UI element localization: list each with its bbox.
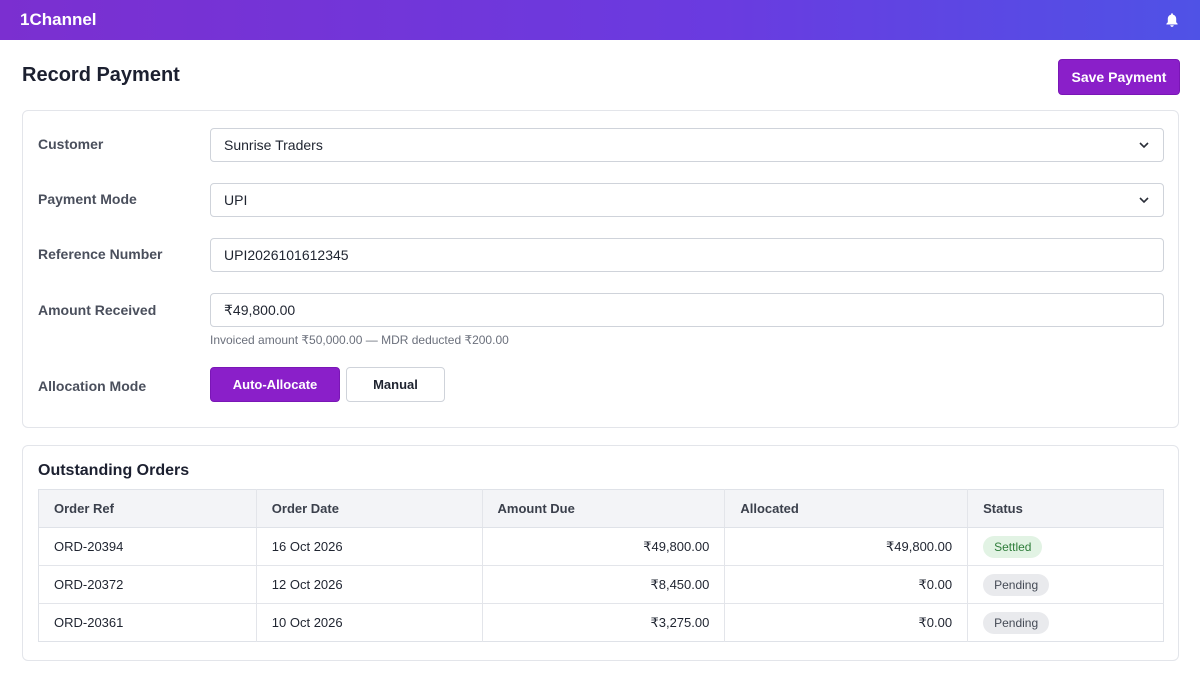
reference-number-label: Reference Number (38, 246, 163, 262)
column-header-amount-due[interactable]: Amount Due (481, 489, 725, 528)
amount-received-value: ₹49,800.00 (224, 301, 296, 318)
status-badge: Pending (983, 573, 1050, 596)
payment-mode-select[interactable]: UPI (210, 183, 1164, 217)
payment-mode-label: Payment Mode (38, 191, 137, 207)
column-header-order-date[interactable]: Order Date (255, 489, 483, 528)
customer-label: Customer (38, 136, 104, 152)
page-title: Record Payment (22, 64, 180, 86)
chevron-down-icon (1139, 197, 1149, 204)
save-payment-button[interactable]: Save Payment (1058, 59, 1180, 95)
amount-due: ₹49,800.00 (481, 527, 725, 566)
allocation-mode-label: Allocation Mode (38, 378, 147, 394)
top-navigation-bar: 1Channel (0, 0, 1200, 40)
order-ref: ORD-20372 (38, 565, 257, 604)
payment-form-card: Customer Sunrise Traders Payment Mode UP… (22, 110, 1179, 428)
allocated-amount: ₹0.00 (724, 565, 968, 604)
status-badge: Pending (983, 611, 1050, 634)
manual-allocate-button[interactable]: Manual (346, 367, 445, 402)
status-badge: Settled (983, 535, 1043, 558)
amount-due: ₹3,275.00 (481, 603, 725, 642)
column-header-status[interactable]: Status (967, 489, 1164, 528)
order-date: 12 Oct 2026 (255, 565, 483, 604)
allocated-amount: ₹49,800.00 (724, 527, 968, 566)
outstanding-orders-card: Outstanding Orders Order Ref Order Date … (22, 445, 1179, 661)
reference-number-input[interactable]: UPI2026101612345 (210, 238, 1164, 272)
table-header-row: Order Ref Order Date Amount Due Allocate… (38, 489, 1164, 528)
order-ref: ORD-20361 (38, 603, 257, 642)
auto-allocate-button[interactable]: Auto-Allocate (210, 367, 340, 402)
bell-icon (1166, 13, 1178, 27)
chevron-down-icon (1139, 142, 1149, 149)
amount-due: ₹8,450.00 (481, 565, 725, 604)
column-header-allocated[interactable]: Allocated (724, 489, 968, 528)
order-ref: ORD-20394 (38, 527, 257, 566)
table-row[interactable]: ORD-20372 12 Oct 2026 ₹8,450.00 ₹0.00 Pe… (38, 565, 1164, 604)
amount-received-label: Amount Received (38, 302, 157, 318)
payment-mode-select-value: UPI (224, 192, 248, 208)
amount-hint: Invoiced amount ₹50,000.00 — MDR deducte… (210, 333, 509, 347)
app-logo[interactable]: 1Channel (20, 10, 97, 29)
amount-received-input[interactable]: ₹49,800.00 (210, 293, 1164, 327)
allocated-amount: ₹0.00 (724, 603, 968, 642)
reference-number-value: UPI2026101612345 (224, 247, 349, 263)
order-date: 10 Oct 2026 (255, 603, 483, 642)
notifications-button[interactable] (1164, 12, 1180, 28)
orders-table: Order Ref Order Date Amount Due Allocate… (38, 489, 1164, 642)
outstanding-orders-title: Outstanding Orders (38, 462, 190, 479)
table-row[interactable]: ORD-20361 10 Oct 2026 ₹3,275.00 ₹0.00 Pe… (38, 603, 1164, 642)
customer-select-value: Sunrise Traders (224, 137, 323, 153)
customer-select[interactable]: Sunrise Traders (210, 128, 1164, 162)
table-row[interactable]: ORD-20394 16 Oct 2026 ₹49,800.00 ₹49,800… (38, 527, 1164, 566)
column-header-order-ref[interactable]: Order Ref (38, 489, 257, 528)
order-date: 16 Oct 2026 (255, 527, 483, 566)
